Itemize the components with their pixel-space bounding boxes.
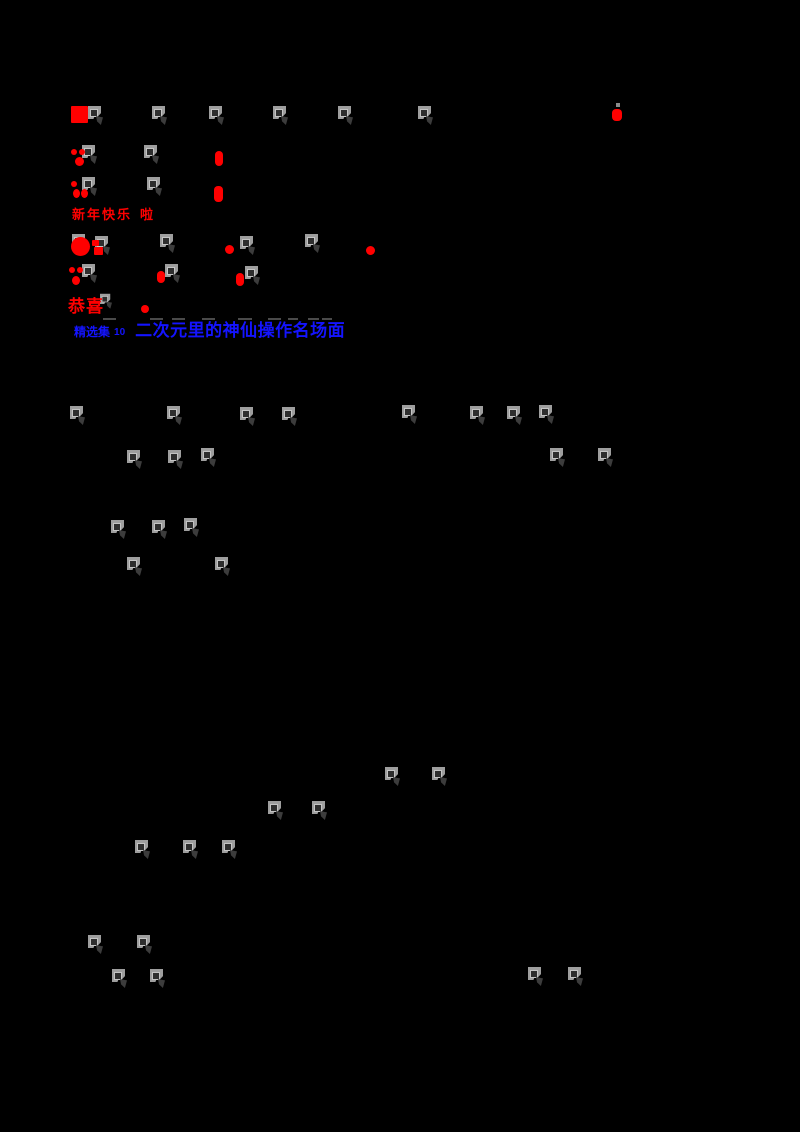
- gray-dash: [288, 318, 298, 320]
- broken-image-icon: [152, 104, 168, 125]
- broken-image-icon: [137, 933, 153, 954]
- broken-image-icon: [528, 965, 544, 986]
- gray-dash: [238, 318, 252, 320]
- gray-dash: [202, 318, 215, 320]
- red-text-line: 新年快乐啦: [72, 204, 153, 223]
- broken-image-icon: [273, 104, 289, 125]
- broken-image-icon: [201, 446, 217, 467]
- broken-image-icon: [402, 403, 418, 424]
- gray-dash: [308, 318, 319, 320]
- red-mark: [236, 273, 244, 286]
- red-text-tail: 啦: [140, 207, 154, 222]
- red-mark: [77, 267, 83, 273]
- broken-image-icon: [88, 933, 104, 954]
- broken-image-icon: [82, 143, 98, 164]
- red-mark: [71, 237, 90, 256]
- broken-image-icon: [184, 516, 200, 537]
- blue-headline-title: 二次元里的神仙操作名场面: [135, 321, 346, 340]
- blue-headline-number: 10: [114, 326, 126, 338]
- gray-dash: [322, 318, 332, 320]
- broken-image-icon: [152, 518, 168, 539]
- broken-image-icon: [100, 292, 113, 309]
- broken-image-icon: [127, 555, 143, 576]
- red-mark: [214, 186, 223, 202]
- broken-image-icon: [167, 404, 183, 425]
- blue-headline-prefix: 精选集: [74, 324, 111, 339]
- broken-image-icon: [338, 104, 354, 125]
- emoji-body: [612, 109, 622, 121]
- red-mark: [92, 240, 99, 246]
- red-mark: [69, 267, 75, 273]
- broken-image-icon: [147, 175, 163, 196]
- red-mark: [73, 189, 80, 198]
- red-mark: [71, 106, 88, 123]
- red-mark: [215, 151, 223, 166]
- broken-image-icon: [82, 262, 98, 283]
- broken-image-icon: [112, 967, 128, 988]
- gray-dash: [103, 318, 116, 320]
- broken-image-icon: [305, 232, 321, 253]
- gray-dash: [150, 318, 163, 320]
- broken-image-icon: [82, 175, 98, 196]
- broken-image-icon: [245, 264, 261, 285]
- red-mark: [75, 157, 84, 166]
- broken-image-icon: [127, 448, 143, 469]
- gray-dash: [268, 318, 281, 320]
- broken-image-icon: [432, 765, 448, 786]
- broken-image-icon: [70, 404, 86, 425]
- red-mark: [157, 271, 165, 283]
- broken-image-icon: [240, 405, 256, 426]
- broken-image-icon: [111, 518, 127, 539]
- broken-image-icon: [240, 234, 256, 255]
- broken-image-icon: [215, 555, 231, 576]
- broken-image-icon: [150, 967, 166, 988]
- red-mark: [94, 247, 103, 255]
- broken-image-icon: [168, 448, 184, 469]
- red-mark: [81, 189, 88, 198]
- red-mark: [225, 245, 234, 254]
- broken-image-icon: [507, 404, 523, 425]
- red-mark: [71, 149, 77, 155]
- red-mark: [79, 149, 85, 155]
- broken-image-icon: [88, 104, 104, 125]
- broken-image-icon: [222, 838, 238, 859]
- broken-image-icon: [470, 404, 486, 425]
- broken-image-icon: [539, 403, 555, 424]
- broken-image-icon: [160, 232, 176, 253]
- broken-image-icon: [268, 799, 284, 820]
- broken-image-icon: [209, 104, 225, 125]
- red-text-main: 新年快乐: [72, 207, 133, 222]
- red-mark: [366, 246, 375, 255]
- broken-image-icon: [165, 262, 181, 283]
- broken-image-icon: [385, 765, 401, 786]
- broken-image-icon: [312, 799, 328, 820]
- red-mark: [71, 181, 77, 187]
- broken-image-icon: [183, 838, 199, 859]
- red-mark: [72, 276, 80, 285]
- emoji-fragment: [616, 103, 620, 107]
- red-mark: [141, 305, 149, 313]
- broken-image-icon: [550, 446, 566, 467]
- gray-dash: [172, 318, 185, 320]
- broken-image-icon: [282, 405, 298, 426]
- broken-image-icon: [568, 965, 584, 986]
- broken-image-icon: [144, 143, 160, 164]
- blue-headline-link[interactable]: 精选集 10 二次元里的神仙操作名场面: [74, 321, 345, 341]
- broken-image-icon: [598, 446, 614, 467]
- red-banner-text: 恭喜: [68, 297, 104, 316]
- broken-image-icon: [135, 838, 151, 859]
- broken-image-icon: [418, 104, 434, 125]
